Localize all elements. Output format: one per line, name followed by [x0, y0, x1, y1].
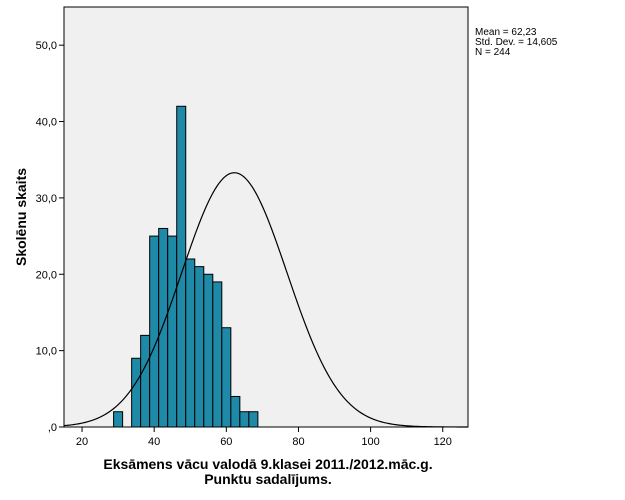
y-tick-label: ,0 — [48, 422, 57, 434]
histogram-bar-4 — [158, 227, 169, 428]
bars-group — [113, 105, 259, 428]
x-axis-title-line1: Eksāmens vācu valodā 9.klasei 2011./2012… — [103, 456, 432, 472]
y-axis: ,0 10,0 20,0 30,0 40,0 50,0 — [36, 40, 64, 434]
x-axis: 20 40 60 80 100 120 — [76, 427, 452, 448]
histogram-bar-8 — [194, 266, 205, 428]
stat-std-dev: Std. Dev. = 14,605 — [475, 37, 558, 48]
y-tick-label: 20,0 — [36, 269, 57, 281]
histogram-bar-10 — [212, 281, 223, 428]
histogram-bar-0 — [113, 411, 124, 428]
y-axis-title: Skolēnu skaits — [13, 168, 29, 266]
y-tick-label: 10,0 — [36, 346, 57, 358]
x-tick-label: 20 — [76, 436, 88, 448]
x-tick-label: 60 — [220, 436, 232, 448]
x-axis-title-line2: Punktu sadalījums. — [204, 471, 332, 487]
histogram-bar-12 — [230, 395, 241, 428]
y-tick-label: 30,0 — [36, 193, 57, 205]
plot-area-background — [63, 6, 469, 428]
histogram-bar-1 — [131, 357, 142, 428]
y-tick-label: 50,0 — [36, 40, 57, 52]
y-tick-label: 40,0 — [36, 117, 57, 129]
x-tick-label: 80 — [292, 436, 304, 448]
histogram-bar-13 — [239, 411, 250, 428]
stat-n: N = 244 — [475, 47, 511, 58]
stat-mean: Mean = 62,23 — [475, 27, 537, 38]
histogram-bar-14 — [248, 411, 259, 428]
histogram-bar-5 — [167, 235, 178, 428]
x-tick-label: 100 — [361, 436, 379, 448]
histogram-bar-2 — [140, 334, 151, 428]
histogram-bar-9 — [203, 273, 214, 428]
histogram-bar-7 — [185, 258, 196, 428]
histogram-bar-3 — [149, 235, 160, 428]
normal-curve — [63, 172, 469, 428]
histogram-bar-11 — [221, 327, 232, 428]
x-tick-label: 40 — [148, 436, 160, 448]
x-tick-label: 120 — [434, 436, 452, 448]
